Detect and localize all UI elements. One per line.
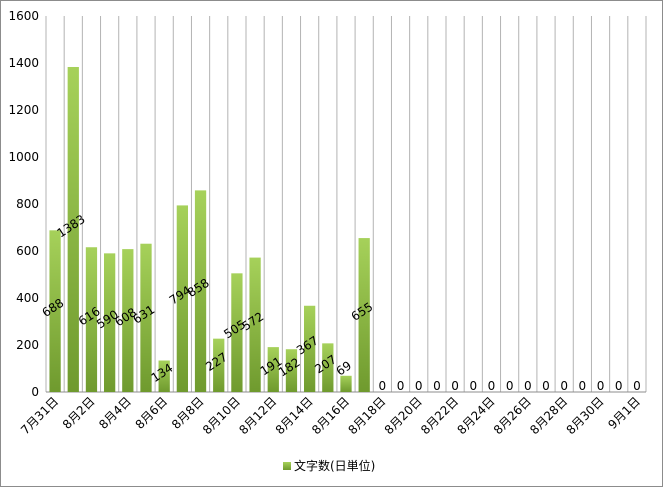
data-label: 0 (615, 379, 623, 393)
data-label: 69 (334, 358, 354, 378)
data-label: 0 (506, 379, 514, 393)
bar (358, 238, 370, 392)
y-tick-label: 800 (16, 197, 39, 211)
bar (285, 349, 298, 392)
y-tick-label: 1200 (8, 103, 39, 117)
data-label: 0 (633, 379, 641, 393)
x-tick-label: 9月1日 (605, 394, 643, 432)
bar (67, 66, 79, 393)
data-label: 0 (415, 379, 423, 393)
bar (158, 360, 170, 392)
x-axis: 7月31日8月2日8月4日8月6日8月8日8月10日8月12日8月14日8月16… (18, 394, 643, 437)
data-label: 0 (488, 379, 496, 393)
bar (304, 305, 316, 392)
data-label: 0 (379, 379, 387, 393)
data-label: 0 (451, 379, 459, 393)
bar (340, 375, 352, 392)
data-label: 0 (560, 379, 568, 393)
data-label: 0 (433, 379, 441, 393)
data-label: 0 (542, 379, 550, 393)
bar (104, 253, 116, 392)
x-tick-label: 8月30日 (564, 394, 607, 437)
data-label: 0 (524, 379, 532, 393)
x-tick-label: 8月16日 (309, 394, 352, 437)
x-tick-label: 8月14日 (273, 394, 316, 437)
y-tick-label: 600 (16, 244, 39, 258)
x-tick-label: 8月18日 (345, 394, 388, 437)
bar (249, 257, 261, 392)
y-tick-label: 1000 (8, 150, 39, 164)
x-tick-label: 8月4日 (96, 394, 134, 432)
legend-label: 文字数(日単位) (294, 458, 375, 473)
y-tick-label: 200 (16, 338, 39, 352)
bar (194, 190, 207, 392)
data-label: 0 (597, 379, 605, 393)
bars (49, 66, 370, 393)
x-tick-label: 8月24日 (455, 394, 498, 437)
bar (213, 338, 225, 392)
bar (49, 230, 61, 392)
bar (140, 243, 152, 392)
x-tick-label: 8月26日 (491, 394, 534, 437)
x-tick-label: 8月28日 (527, 394, 570, 437)
x-tick-label: 8月2日 (60, 394, 98, 432)
bar (322, 343, 334, 392)
bar (231, 273, 243, 392)
data-label: 0 (469, 379, 477, 393)
y-tick-label: 1400 (8, 56, 39, 70)
bar (85, 247, 98, 392)
y-tick-label: 1600 (8, 9, 39, 23)
legend-swatch (283, 462, 291, 470)
data-label: 0 (397, 379, 405, 393)
data-label: 0 (579, 379, 587, 393)
y-axis: 0 200 400 600 800 1000 1200 1400 1600 (8, 9, 39, 399)
x-tick-label: 8月10日 (200, 394, 243, 437)
x-tick-label: 8月12日 (236, 394, 279, 437)
x-tick-label: 8月6日 (133, 394, 171, 432)
x-tick-label: 8月20日 (382, 394, 425, 437)
gridlines (45, 16, 647, 393)
bar (267, 347, 279, 392)
legend: 文字数(日単位) (283, 458, 375, 473)
x-tick-label: 7月31日 (18, 394, 61, 437)
y-tick-label: 400 (16, 291, 39, 305)
y-tick-label: 0 (31, 385, 39, 399)
bar (122, 249, 134, 392)
bar (176, 205, 188, 392)
x-tick-label: 8月22日 (418, 394, 461, 437)
